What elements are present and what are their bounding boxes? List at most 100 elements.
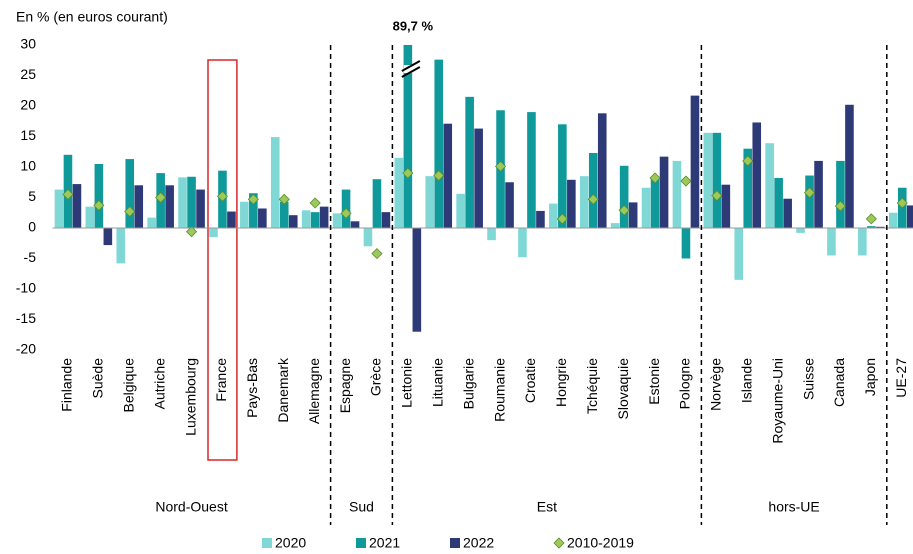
legend-swatch bbox=[553, 537, 565, 549]
x-tick-label: Hongrie bbox=[553, 358, 569, 407]
x-tick-label: Bulgarie bbox=[460, 358, 476, 410]
bar bbox=[258, 208, 267, 228]
legend-swatch bbox=[262, 538, 272, 548]
bar bbox=[288, 215, 298, 228]
marker bbox=[433, 169, 445, 182]
bar bbox=[876, 226, 885, 228]
bar bbox=[690, 95, 700, 228]
y-tick-label: -5 bbox=[24, 249, 37, 265]
bar bbox=[187, 176, 196, 228]
marker bbox=[402, 167, 414, 179]
bar bbox=[681, 228, 691, 259]
y-tick-label: 15 bbox=[20, 127, 36, 143]
bar bbox=[783, 198, 792, 228]
bar bbox=[906, 205, 913, 228]
legend-swatch bbox=[450, 538, 460, 548]
x-tick-label: Suisse bbox=[800, 358, 816, 400]
bar bbox=[394, 157, 404, 228]
x-tick-label: Tchéquie bbox=[584, 358, 600, 414]
group-label: Nord-Ouest bbox=[155, 499, 227, 515]
bar bbox=[827, 228, 836, 256]
bar bbox=[363, 228, 373, 247]
x-tick-label: Estonie bbox=[646, 358, 662, 405]
bar bbox=[734, 228, 744, 280]
y-tick-label: -10 bbox=[16, 280, 36, 296]
x-tick-label: Autriche bbox=[151, 358, 167, 410]
bar bbox=[765, 143, 774, 228]
marker bbox=[803, 187, 816, 199]
marker bbox=[494, 160, 507, 172]
y-tick-label: 10 bbox=[20, 158, 36, 174]
bar bbox=[412, 228, 422, 332]
marker bbox=[371, 248, 383, 260]
bar bbox=[425, 176, 435, 228]
x-tick-label: France bbox=[213, 358, 229, 402]
marker bbox=[62, 188, 74, 201]
bar bbox=[659, 156, 669, 228]
highlight-box bbox=[207, 59, 238, 461]
bar bbox=[712, 132, 722, 228]
x-tick-label: Belgique bbox=[120, 358, 136, 413]
bar bbox=[240, 201, 249, 228]
marker bbox=[340, 207, 352, 219]
marker bbox=[124, 205, 136, 218]
bar bbox=[103, 228, 113, 246]
marker bbox=[618, 204, 630, 216]
bar bbox=[619, 165, 629, 228]
x-tick-label: Finlande bbox=[59, 358, 75, 412]
bar bbox=[805, 175, 814, 228]
bar bbox=[549, 203, 558, 228]
x-tick-label: Slovaquie bbox=[615, 358, 631, 420]
bar bbox=[487, 228, 496, 241]
marker bbox=[309, 197, 321, 209]
bar bbox=[888, 212, 898, 228]
bar bbox=[774, 177, 783, 228]
bar bbox=[465, 96, 474, 228]
marker bbox=[93, 199, 105, 211]
bar bbox=[209, 228, 218, 238]
marker bbox=[649, 172, 661, 184]
bar bbox=[332, 213, 342, 228]
marker bbox=[185, 226, 198, 238]
marker bbox=[865, 213, 877, 225]
bar bbox=[116, 228, 126, 264]
data-label: 89,7 % bbox=[393, 18, 434, 33]
bar bbox=[279, 201, 289, 228]
x-tick-label: Pays-Bas bbox=[244, 358, 260, 418]
x-tick-label: Grèce bbox=[368, 358, 384, 396]
x-tick-label: Luxembourg bbox=[182, 358, 198, 436]
bar bbox=[752, 122, 762, 228]
bar bbox=[558, 124, 567, 228]
marker bbox=[742, 155, 754, 167]
group-label: hors-UE bbox=[768, 499, 819, 515]
bar bbox=[178, 177, 187, 228]
bar bbox=[350, 221, 360, 228]
bar bbox=[227, 211, 236, 228]
y-tick-label: 30 bbox=[20, 36, 36, 52]
bar bbox=[85, 206, 95, 228]
bar bbox=[443, 123, 453, 228]
legend-label: 2020 bbox=[275, 535, 306, 551]
bar bbox=[165, 185, 174, 228]
bar bbox=[94, 163, 104, 228]
legend-label: 2021 bbox=[369, 535, 400, 551]
y-tick-label: 20 bbox=[20, 97, 36, 113]
x-tick-label: Japon bbox=[862, 358, 878, 396]
bar bbox=[527, 112, 536, 228]
bar bbox=[505, 182, 514, 228]
marker bbox=[587, 193, 599, 205]
bar bbox=[456, 193, 465, 228]
x-tick-label: Norvège bbox=[708, 358, 724, 411]
bar bbox=[134, 185, 144, 228]
bar bbox=[536, 210, 545, 228]
bar bbox=[196, 189, 205, 228]
bar bbox=[721, 184, 731, 228]
bar bbox=[125, 159, 135, 228]
legend-label: 2010-2019 bbox=[567, 535, 634, 551]
bar bbox=[372, 179, 382, 228]
bar bbox=[270, 137, 280, 228]
x-tick-label: Islande bbox=[738, 358, 754, 403]
bar bbox=[381, 212, 391, 228]
y-tick-label: 5 bbox=[28, 188, 36, 204]
bar bbox=[836, 160, 845, 228]
